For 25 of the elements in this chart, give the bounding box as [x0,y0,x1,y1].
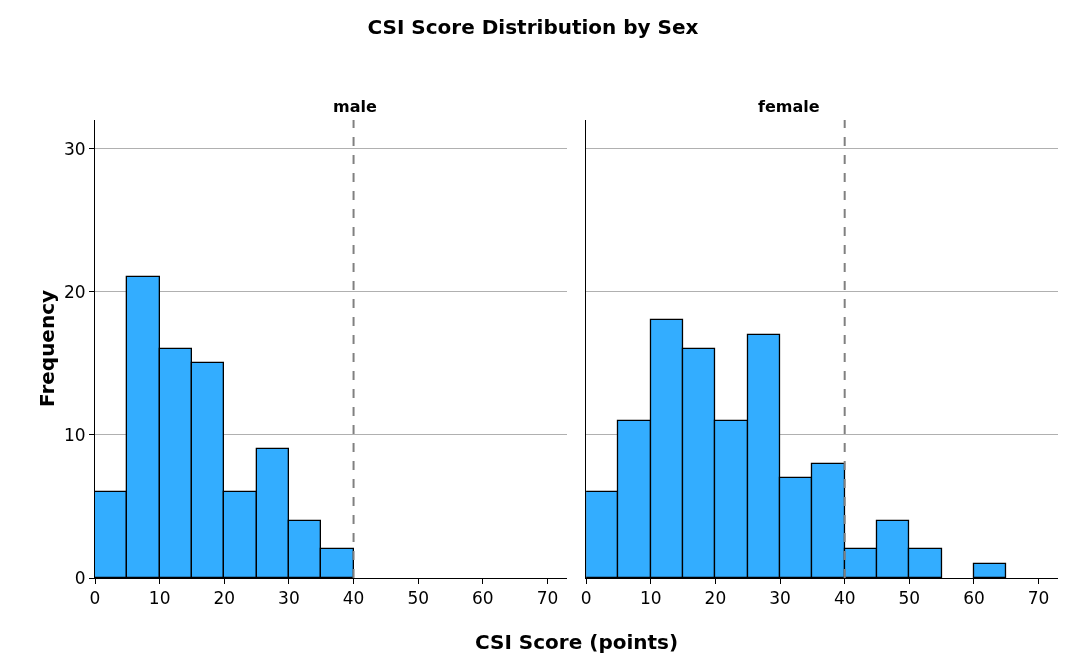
y-tick-label: 0 [74,567,86,588]
y-tick-label: 10 [63,424,86,445]
x-axis-title: CSI Score (points) [475,630,679,654]
x-tick-label: 40 [342,588,365,609]
y-axis-title: Frequency [35,289,59,407]
chart-subtitle: male [333,97,377,116]
x-tick-label: 50 [898,588,921,609]
x-tick-label: 50 [407,588,430,609]
y-tick-label: 30 [63,138,86,159]
chart-title: CSI Score Distribution by Sex [367,14,699,39]
x-tick-label: 60 [472,588,494,609]
x-tick-label: 70 [1027,588,1050,609]
x-tick-label: 40 [833,588,856,609]
x-tick-label: 10 [639,588,662,609]
x-tick-label: 10 [148,588,171,609]
x-tick-label: 70 [536,588,559,609]
x-tick-label: 0 [89,588,101,609]
x-tick-label: 60 [963,588,985,609]
x-tick-label: 30 [278,588,300,609]
chart-subtitle: female [758,97,820,116]
x-tick-label: 30 [769,588,791,609]
x-tick-label: 20 [704,588,727,609]
y-tick-label: 20 [63,281,86,302]
x-tick-label: 20 [213,588,236,609]
x-tick-label: 0 [580,588,592,609]
